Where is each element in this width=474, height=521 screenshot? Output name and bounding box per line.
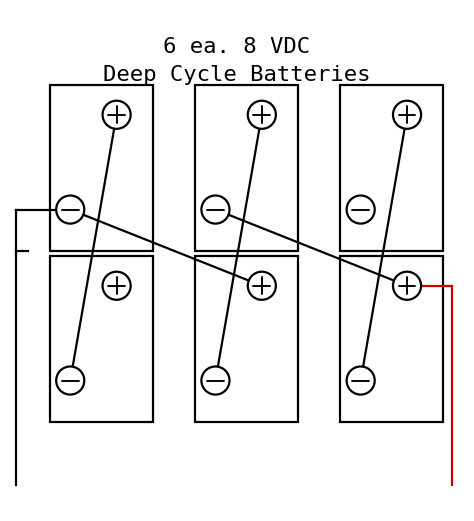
- Bar: [195, 85, 298, 251]
- Circle shape: [248, 271, 276, 300]
- Circle shape: [346, 366, 375, 394]
- Text: 6 ea. 8 VDC: 6 ea. 8 VDC: [164, 38, 310, 57]
- Circle shape: [248, 101, 276, 129]
- Bar: [195, 256, 298, 422]
- Bar: [340, 85, 443, 251]
- Circle shape: [102, 271, 131, 300]
- Circle shape: [393, 271, 421, 300]
- Circle shape: [201, 366, 229, 394]
- Circle shape: [201, 195, 229, 224]
- Text: Deep Cycle Batteries: Deep Cycle Batteries: [103, 66, 371, 85]
- Circle shape: [346, 195, 375, 224]
- Bar: [50, 85, 153, 251]
- Circle shape: [102, 101, 131, 129]
- Bar: [50, 256, 153, 422]
- Circle shape: [393, 101, 421, 129]
- Circle shape: [56, 366, 84, 394]
- Bar: [340, 256, 443, 422]
- Circle shape: [56, 195, 84, 224]
